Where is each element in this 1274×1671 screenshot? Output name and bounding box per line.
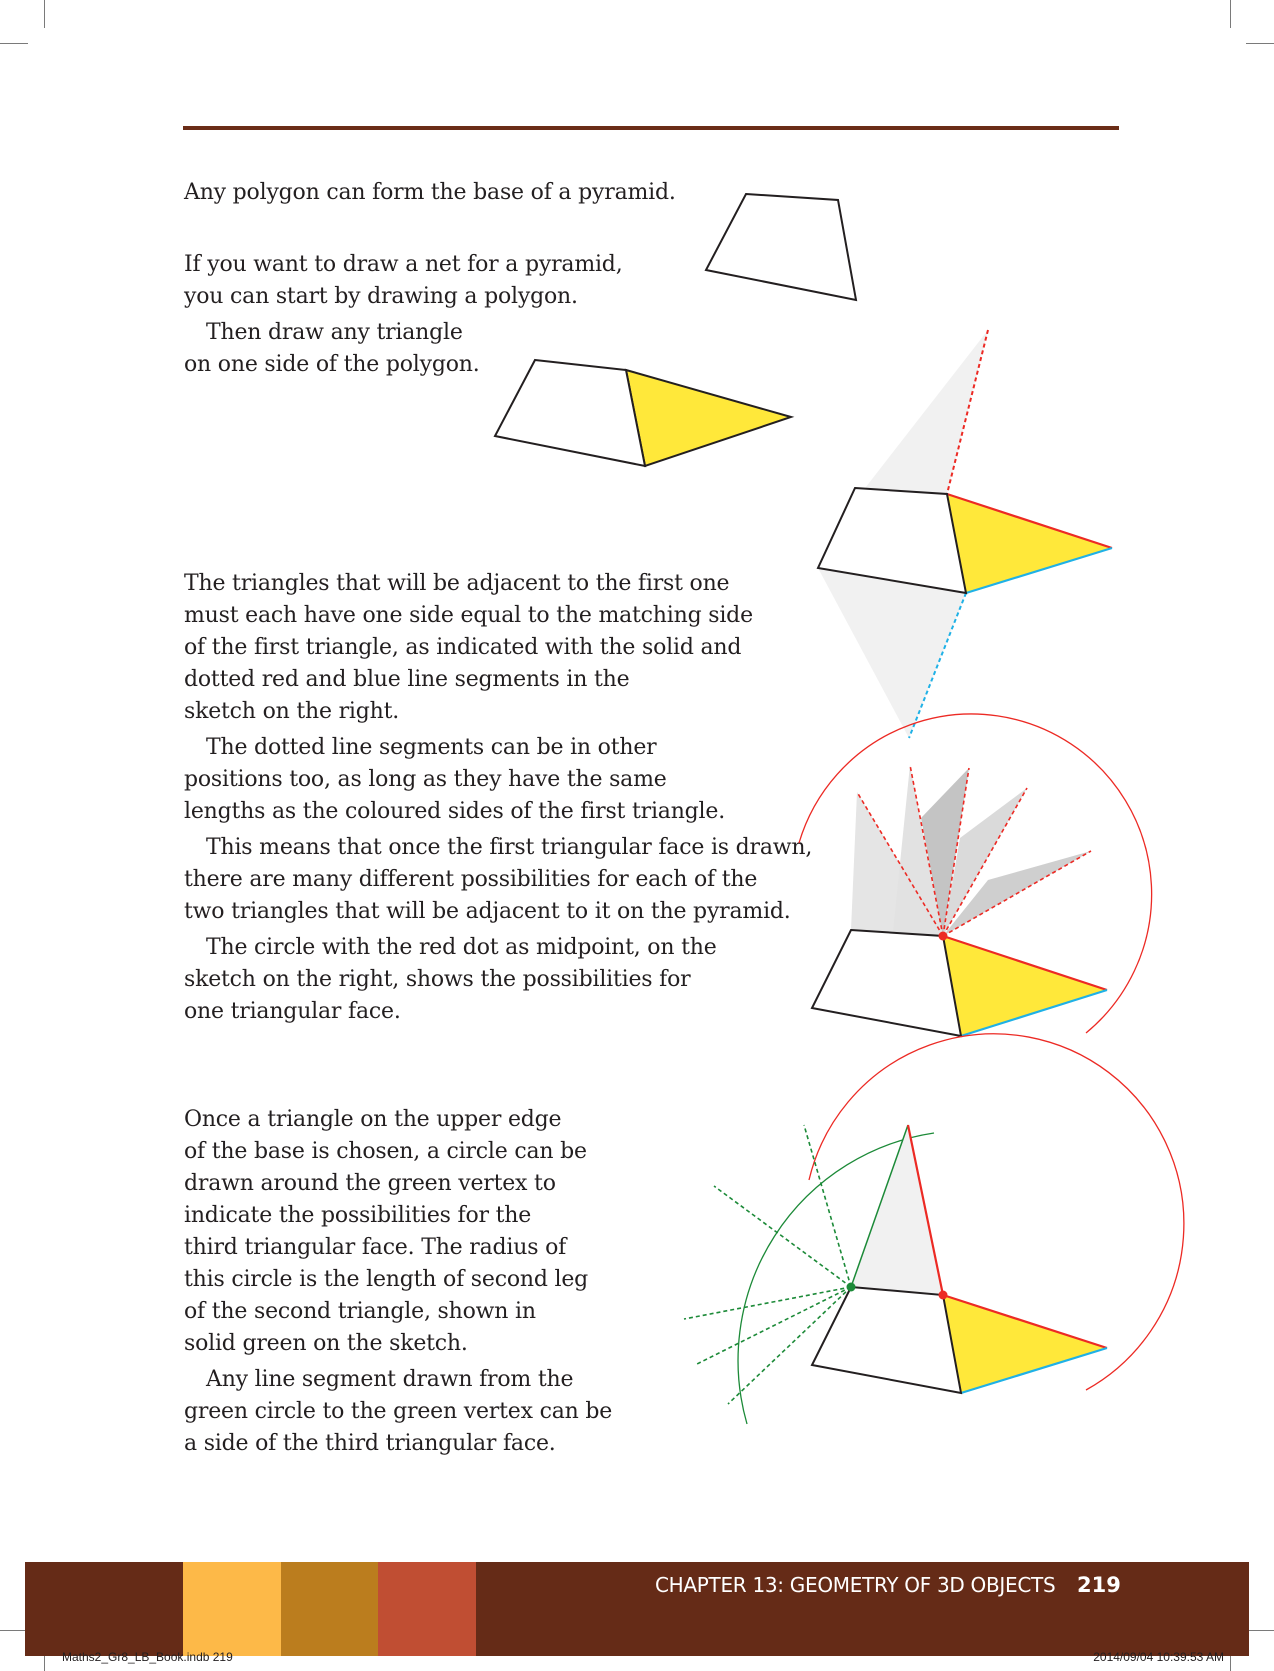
slug-file: Maths2_Gr8_LB_Book.indb 219: [62, 1650, 233, 1664]
dotted-green-radius: [684, 1287, 851, 1319]
chapter-title: CHAPTER 13: GEOMETRY OF 3D OBJECTS: [655, 1569, 1055, 1601]
first-triangle: [943, 1295, 1107, 1393]
second-face: [851, 1125, 943, 1295]
first-triangle: [947, 494, 1112, 593]
figure-red-circle: [799, 714, 1152, 1036]
slug-stamp: 2014/09/04 10:39:53 AM: [1093, 1650, 1224, 1664]
adjacent-face-top: [862, 330, 988, 494]
green-vertex: [847, 1283, 856, 1292]
red-dot-midpoint: [939, 932, 948, 941]
base-polygon: [495, 360, 645, 466]
red-dot-vertex: [939, 1291, 948, 1300]
page-number: 219: [1077, 1569, 1121, 1601]
figure-adjacent-triangles: [818, 330, 1112, 738]
first-triangle: [626, 370, 791, 466]
dotted-green-radius: [714, 1186, 851, 1287]
figure-base-polygon: [706, 194, 856, 300]
figure-green-circle: [684, 1034, 1184, 1424]
footer-swatch: [378, 1562, 476, 1656]
dotted-green-radius: [804, 1125, 851, 1287]
first-triangle: [943, 936, 1107, 1036]
base-polygon: [812, 930, 961, 1036]
adjacent-face-bottom: [818, 568, 966, 738]
footer-swatch: [183, 1562, 281, 1656]
footer-swatch: [281, 1562, 378, 1656]
figure-polygon-with-triangle: [495, 360, 791, 466]
base-polygon: [706, 194, 856, 300]
